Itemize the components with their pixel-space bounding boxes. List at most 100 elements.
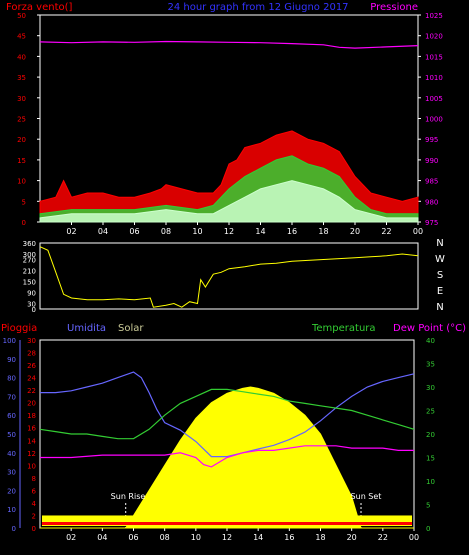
compass-label: N [436,238,443,249]
pressure-ytick-label: 1015 [425,53,443,61]
temp-ytick-label: 35 [426,361,435,369]
rain-ytick-label: 30 [27,337,36,345]
wind-ytick-label: 40 [17,53,26,61]
panel3-xtick-label: 18 [315,533,325,542]
temp-ytick-label: 40 [426,337,435,345]
humidity-ytick-label: 80 [7,375,16,383]
temp-ytick-label: 20 [426,431,435,439]
series-temperatura [39,388,415,440]
rain-ytick-label: 28 [27,350,36,358]
temp-ytick-label: 0 [426,525,430,533]
wind-pressure-panel: 0510152025303540455097598098599099510001… [17,12,443,236]
pressure-ytick-label: 975 [425,219,438,227]
direction-ytick-label: 300 [23,251,36,259]
humidity-ytick-label: 0 [12,525,16,533]
legend-solar: Solar [118,323,144,334]
pressure-ytick-label: 1025 [425,12,443,20]
humidity-ytick-label: 20 [7,487,16,495]
temp-ytick-label: 25 [426,408,435,416]
panel1-xtick-label: 22 [381,227,391,236]
panel1-xtick-label: 12 [224,227,234,236]
panel1-xtick-label: 20 [350,227,360,236]
panel3-xtick-label: 06 [128,533,138,542]
legend-dewpoint: Dew Point (°C) [393,323,466,334]
panel1-xtick-label: 02 [66,227,76,236]
panel1-xtick-label: 00 [413,227,423,236]
rain-ytick-label: 20 [27,400,36,408]
panel3-xtick-label: 02 [66,533,76,542]
wind-ytick-label: 50 [17,12,26,20]
wind-ytick-label: 30 [17,95,26,103]
compass-label: E [437,286,443,297]
series-rain [42,522,412,525]
humidity-ytick-label: 60 [7,412,16,420]
wind-ytick-label: 20 [17,136,26,144]
temp-ytick-label: 5 [426,502,430,510]
panel3-xtick-label: 22 [378,533,388,542]
panel2-frame [39,242,419,310]
humidity-ytick-label: 10 [7,506,16,514]
direction-ytick-label: 360 [23,240,36,248]
rain-ytick-label: 16 [27,425,36,433]
wind-ytick-label: 0 [22,219,26,227]
pressure-axis-label: Pressione [370,2,418,13]
wind-ytick-label: 45 [17,33,26,41]
sunrise-label: Sun Rise [111,492,146,501]
compass-label: W [435,254,445,265]
panel3-xtick-label: 00 [409,533,419,542]
panel1-xtick-label: 16 [287,227,297,236]
direction-ytick-label: 90 [27,290,36,298]
direction-ytick-label: 30 [27,301,36,309]
panel1-xtick-label: 14 [255,227,265,236]
pressure-ytick-label: 980 [425,198,438,206]
rain-ytick-label: 26 [27,362,36,370]
pressure-ytick-label: 1005 [425,95,443,103]
humidity-ytick-label: 50 [7,431,16,439]
series-direction [39,246,419,308]
series-min [39,180,419,223]
wind-ytick-label: 10 [17,178,26,186]
pressure-ytick-label: 1000 [425,116,443,124]
compass-label: S [437,270,443,281]
rain-ytick-label: 14 [27,437,36,445]
panel1-xtick-label: 10 [192,227,202,236]
humidity-ytick-label: 40 [7,450,16,458]
panel1-xtick-label: 18 [318,227,328,236]
direction-ytick-label: 150 [23,279,36,287]
temp-ytick-label: 15 [426,455,435,463]
panel3-xtick-label: 10 [191,533,201,542]
rain-ytick-label: 4 [32,500,37,508]
panel1-xtick-label: 06 [129,227,139,236]
series-dew-point [40,445,414,468]
pressure-ytick-label: 995 [425,136,438,144]
rain-ytick-label: 6 [32,487,37,495]
pressure-ytick-label: 985 [425,178,438,186]
legend-humidity: Umidita [67,323,106,334]
temp-humidity-solar-panel: 0102030405060708090100024681012141618202… [3,337,435,542]
rain-ytick-label: 18 [27,412,36,420]
rain-ytick-label: 0 [32,525,36,533]
panel3-xtick-label: 08 [160,533,170,542]
wind-ytick-label: 5 [22,198,26,206]
temp-ytick-label: 10 [426,478,435,486]
humidity-ytick-label: 70 [7,393,16,401]
wind-ytick-label: 35 [17,74,26,82]
direction-ytick-label: 210 [23,268,36,276]
humidity-ytick-label: 30 [7,469,16,477]
pressure-ytick-label: 1020 [425,33,443,41]
panel3-xtick-label: 16 [284,533,294,542]
series-umidita [40,371,415,458]
direction-ytick-label: 0 [32,306,36,314]
panel1-xtick-label: 04 [98,227,108,236]
compass-label: N [436,302,443,313]
humidity-ytick-label: 100 [3,337,16,345]
wind-axis-label: Forza vento(] [6,2,73,13]
rain-ytick-label: 10 [27,462,36,470]
humidity-ytick-label: 90 [7,356,16,364]
rain-ytick-label: 12 [27,450,36,458]
legend-temperature: Temperatura [311,323,376,334]
panel3-xtick-label: 14 [253,533,263,542]
panel3-xtick-label: 12 [222,533,232,542]
